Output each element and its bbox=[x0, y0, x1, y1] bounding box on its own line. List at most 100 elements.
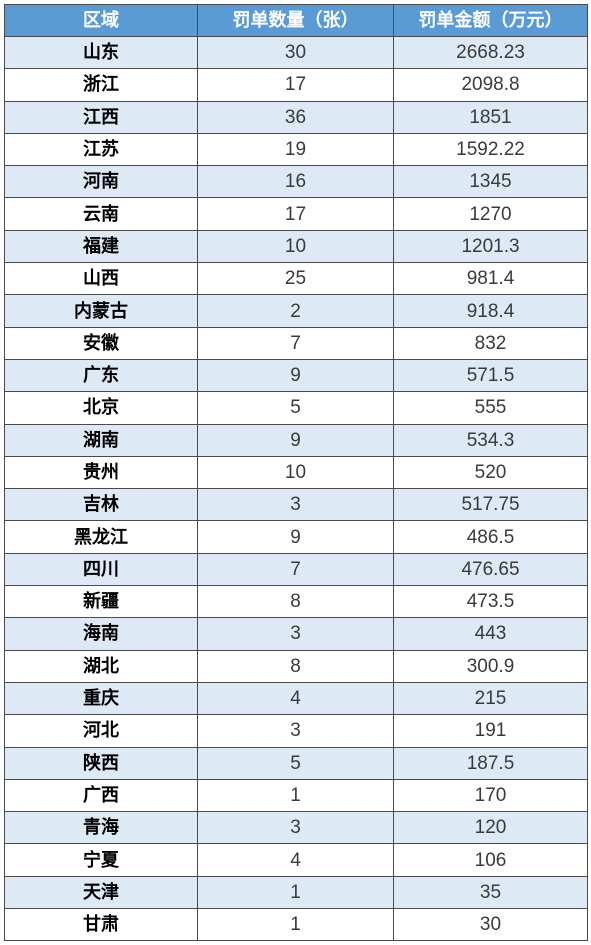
table-row: 北京 5 555 bbox=[4, 391, 588, 425]
cell-region: 内蒙古 bbox=[4, 294, 198, 328]
cell-penalty-amount: 106 bbox=[393, 843, 588, 877]
cell-penalty-amount: 555 bbox=[393, 391, 588, 425]
cell-region: 湖北 bbox=[4, 649, 198, 683]
cell-region: 浙江 bbox=[4, 68, 198, 102]
table-row: 山东 30 2668.23 bbox=[4, 35, 588, 70]
cell-region: 云南 bbox=[4, 197, 198, 231]
cell-penalty-amount: 832 bbox=[393, 326, 588, 360]
cell-ticket-count: 8 bbox=[197, 649, 394, 683]
penalty-table: 区域 罚单数量（张） 罚单金额（万元） 山东 30 2668.23 浙江 17 2098.… bbox=[4, 4, 588, 942]
cell-ticket-count: 16 bbox=[197, 165, 394, 199]
cell-ticket-count: 7 bbox=[197, 552, 394, 587]
cell-penalty-amount: 170 bbox=[393, 778, 588, 813]
cell-penalty-amount: 215 bbox=[393, 681, 588, 716]
cell-penalty-amount: 517.75 bbox=[393, 488, 588, 522]
table-row: 河南 16 1345 bbox=[4, 165, 588, 199]
cell-ticket-count: 2 bbox=[197, 294, 394, 328]
table-row: 浙江 17 2098.8 bbox=[4, 68, 588, 102]
cell-region: 黑龙江 bbox=[4, 520, 198, 554]
table-row: 四川 7 476.65 bbox=[4, 552, 588, 587]
cell-ticket-count: 9 bbox=[197, 358, 394, 393]
cell-penalty-amount: 1345 bbox=[393, 165, 588, 199]
table-row: 内蒙古 2 918.4 bbox=[4, 294, 588, 328]
cell-ticket-count: 30 bbox=[197, 35, 394, 70]
cell-ticket-count: 7 bbox=[197, 326, 394, 360]
cell-ticket-count: 1 bbox=[197, 778, 394, 813]
table-row: 云南 17 1270 bbox=[4, 197, 588, 231]
cell-penalty-amount: 120 bbox=[393, 811, 588, 845]
header-penalty-amount: 罚单金额（万元） bbox=[393, 4, 588, 37]
cell-ticket-count: 3 bbox=[197, 488, 394, 522]
cell-ticket-count: 17 bbox=[197, 68, 394, 102]
table-row: 海南 3 443 bbox=[4, 617, 588, 651]
cell-ticket-count: 9 bbox=[197, 423, 394, 457]
cell-region: 宁夏 bbox=[4, 843, 198, 877]
table-row: 江西 36 1851 bbox=[4, 100, 588, 134]
cell-ticket-count: 25 bbox=[197, 262, 394, 296]
cell-region: 陕西 bbox=[4, 746, 198, 780]
cell-penalty-amount: 1851 bbox=[393, 100, 588, 134]
cell-region: 甘肃 bbox=[4, 908, 198, 942]
cell-penalty-amount: 476.65 bbox=[393, 552, 588, 587]
table-row: 山西 25 981.4 bbox=[4, 262, 588, 296]
cell-penalty-amount: 2098.8 bbox=[393, 68, 588, 102]
table-row: 河北 3 191 bbox=[4, 714, 588, 748]
header-row: 区域 罚单数量（张） 罚单金额（万元） bbox=[4, 4, 588, 37]
cell-penalty-amount: 187.5 bbox=[393, 746, 588, 780]
cell-region: 天津 bbox=[4, 875, 198, 910]
cell-region: 青海 bbox=[4, 811, 198, 845]
cell-region: 山西 bbox=[4, 262, 198, 296]
cell-ticket-count: 4 bbox=[197, 681, 394, 716]
cell-ticket-count: 36 bbox=[197, 100, 394, 134]
cell-ticket-count: 5 bbox=[197, 746, 394, 780]
table-row: 贵州 10 520 bbox=[4, 455, 588, 490]
table-row: 新疆 8 473.5 bbox=[4, 585, 588, 619]
cell-penalty-amount: 486.5 bbox=[393, 520, 588, 554]
cell-penalty-amount: 981.4 bbox=[393, 262, 588, 296]
cell-region: 吉林 bbox=[4, 488, 198, 522]
table-row: 广西 1 170 bbox=[4, 778, 588, 813]
cell-penalty-amount: 571.5 bbox=[393, 358, 588, 393]
cell-region: 北京 bbox=[4, 391, 198, 425]
cell-region: 山东 bbox=[4, 35, 198, 70]
cell-region: 河南 bbox=[4, 165, 198, 199]
cell-penalty-amount: 1592.22 bbox=[393, 132, 588, 167]
cell-penalty-amount: 534.3 bbox=[393, 423, 588, 457]
penalty-table-container: 区域 罚单数量（张） 罚单金额（万元） 山东 30 2668.23 浙江 17 2098.… bbox=[4, 4, 588, 942]
cell-ticket-count: 3 bbox=[197, 714, 394, 748]
table-row: 吉林 3 517.75 bbox=[4, 488, 588, 522]
table-row: 黑龙江 9 486.5 bbox=[4, 520, 588, 554]
cell-penalty-amount: 1201.3 bbox=[393, 229, 588, 264]
table-row: 广东 9 571.5 bbox=[4, 358, 588, 393]
table-row: 湖北 8 300.9 bbox=[4, 649, 588, 683]
cell-penalty-amount: 473.5 bbox=[393, 585, 588, 619]
cell-penalty-amount: 443 bbox=[393, 617, 588, 651]
cell-penalty-amount: 35 bbox=[393, 875, 588, 910]
cell-region: 贵州 bbox=[4, 455, 198, 490]
cell-region: 江苏 bbox=[4, 132, 198, 167]
cell-ticket-count: 1 bbox=[197, 908, 394, 942]
cell-region: 河北 bbox=[4, 714, 198, 748]
table-row: 陕西 5 187.5 bbox=[4, 746, 588, 780]
cell-ticket-count: 10 bbox=[197, 455, 394, 490]
table-row: 安徽 7 832 bbox=[4, 326, 588, 360]
cell-region: 广西 bbox=[4, 778, 198, 813]
cell-ticket-count: 3 bbox=[197, 811, 394, 845]
cell-ticket-count: 10 bbox=[197, 229, 394, 264]
table-row: 天津 1 35 bbox=[4, 875, 588, 910]
cell-region: 海南 bbox=[4, 617, 198, 651]
table-row: 重庆 4 215 bbox=[4, 681, 588, 716]
cell-ticket-count: 9 bbox=[197, 520, 394, 554]
cell-ticket-count: 1 bbox=[197, 875, 394, 910]
cell-penalty-amount: 191 bbox=[393, 714, 588, 748]
table-header: 区域 罚单数量（张） 罚单金额（万元） bbox=[4, 4, 588, 37]
table-row: 青海 3 120 bbox=[4, 811, 588, 845]
cell-region: 湖南 bbox=[4, 423, 198, 457]
table-row: 江苏 19 1592.22 bbox=[4, 132, 588, 167]
cell-region: 四川 bbox=[4, 552, 198, 587]
cell-ticket-count: 5 bbox=[197, 391, 394, 425]
cell-ticket-count: 8 bbox=[197, 585, 394, 619]
cell-region: 新疆 bbox=[4, 585, 198, 619]
cell-region: 广东 bbox=[4, 358, 198, 393]
cell-ticket-count: 19 bbox=[197, 132, 394, 167]
